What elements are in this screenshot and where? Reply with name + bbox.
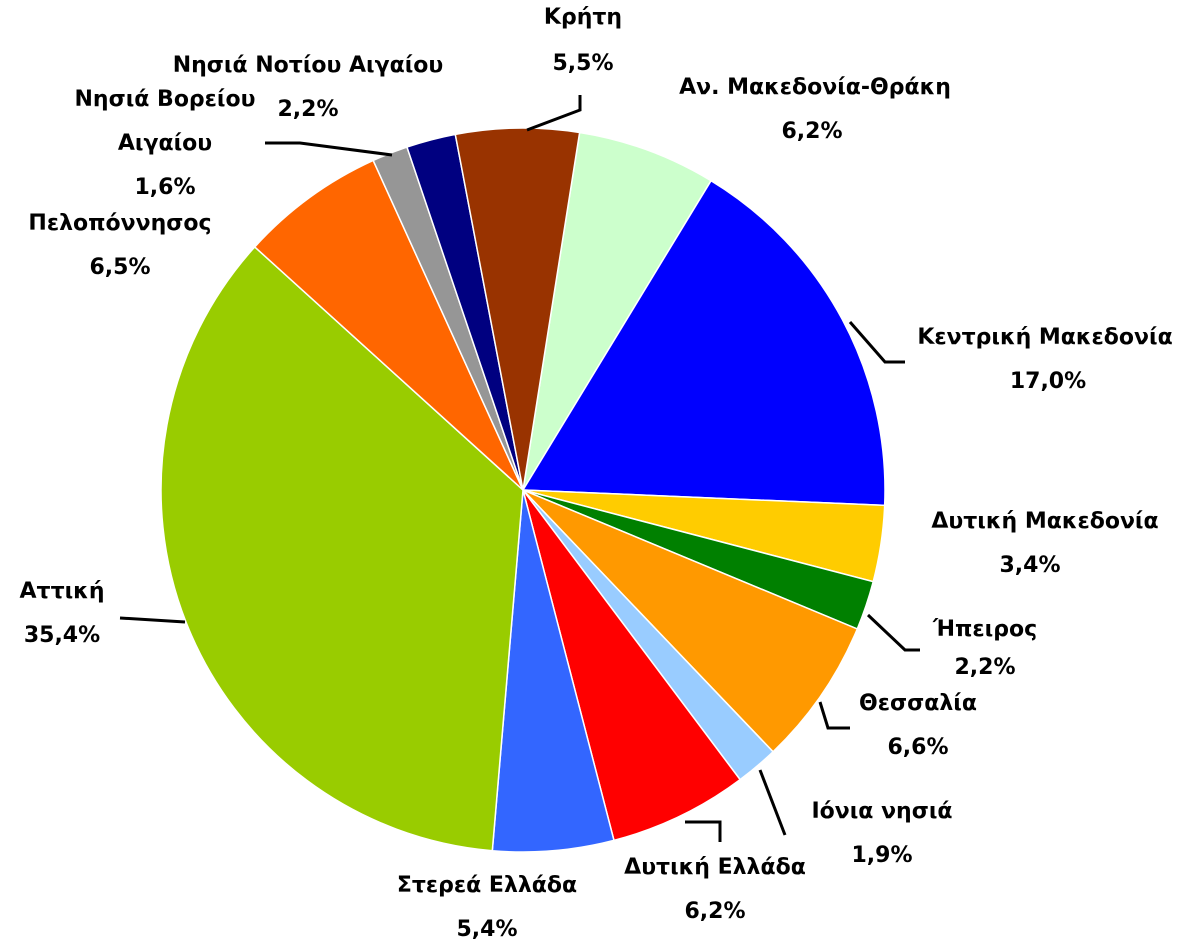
pie-slice bbox=[522, 131, 713, 491]
slice-value-label: 6,6% bbox=[887, 735, 949, 760]
slice-name: Ήπειρος bbox=[932, 617, 1038, 642]
leader-line bbox=[119, 616, 186, 624]
pie-slice bbox=[522, 489, 859, 753]
slice-value-label: 6,5% bbox=[89, 255, 151, 280]
slice-name: Πελοπόννησος bbox=[28, 211, 212, 236]
slice-value-label: 5,4% bbox=[456, 917, 518, 942]
pie-slice bbox=[253, 159, 524, 491]
slice-value-label: 2,2% bbox=[954, 655, 1016, 680]
slice-value-label: 6,2% bbox=[781, 119, 843, 144]
slice-value-label: 6,2% bbox=[684, 899, 746, 924]
leader-line bbox=[758, 769, 787, 836]
slice-name: Νησιά Νοτίου Αιγαίου bbox=[172, 53, 444, 78]
leader-line bbox=[685, 820, 722, 842]
leader-line bbox=[848, 321, 905, 364]
pie-slice bbox=[521, 179, 886, 507]
slice-value-label: 1,6% bbox=[134, 175, 196, 200]
pie-slice bbox=[522, 489, 742, 842]
leader-line bbox=[526, 95, 582, 132]
slice-value-label: 17,0% bbox=[1009, 369, 1087, 394]
leader-line bbox=[265, 141, 393, 157]
slice-value-label: 1,9% bbox=[851, 843, 913, 868]
slice-name: Νησιά Βορείου Αιγαίου bbox=[74, 87, 256, 156]
slice-name: Θεσσαλία bbox=[859, 691, 977, 716]
slice-value-label: 3,4% bbox=[999, 553, 1061, 578]
pie-slice bbox=[160, 245, 524, 852]
leader-line bbox=[866, 613, 920, 652]
slice-name: Στερεά Ελλάδα bbox=[396, 873, 578, 898]
slice-name: Ιόνια νησιά bbox=[811, 799, 953, 824]
slice-value-label: 2,2% bbox=[277, 97, 339, 122]
leader-line bbox=[818, 701, 850, 730]
slice-name: Κρήτη bbox=[543, 5, 623, 30]
slice-name: Δυτική Ελλάδα bbox=[624, 855, 806, 880]
slice-name: Δυτική Μακεδονία bbox=[931, 509, 1159, 534]
slice-name: Κεντρική Μακεδονία bbox=[917, 325, 1173, 350]
slice-value-label: 5,5% bbox=[552, 51, 614, 76]
slice-name: Αττική bbox=[19, 579, 105, 604]
slice-value-label: 35,4% bbox=[23, 623, 101, 648]
slice-name: Αν. Μακεδονία-Θράκη bbox=[679, 75, 951, 100]
pie-slice bbox=[454, 127, 581, 491]
